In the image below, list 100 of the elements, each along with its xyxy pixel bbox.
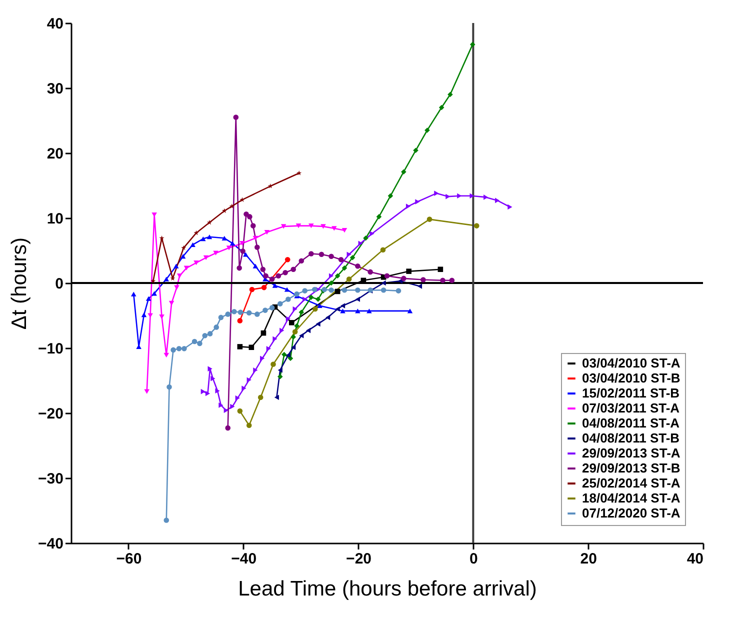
point bbox=[355, 288, 360, 293]
point bbox=[224, 408, 228, 414]
point bbox=[286, 352, 290, 358]
point bbox=[148, 313, 153, 318]
point bbox=[164, 518, 170, 523]
point bbox=[258, 394, 264, 400]
point bbox=[262, 308, 268, 313]
point bbox=[237, 318, 243, 324]
point bbox=[355, 296, 360, 302]
point bbox=[152, 291, 157, 296]
point bbox=[225, 312, 230, 317]
point bbox=[229, 204, 234, 208]
legend-label: 07/12/2020 ST-A bbox=[582, 506, 681, 520]
point bbox=[282, 270, 288, 276]
point bbox=[470, 42, 476, 48]
point bbox=[308, 224, 314, 228]
point bbox=[401, 276, 406, 282]
point bbox=[146, 296, 152, 301]
point bbox=[277, 374, 283, 380]
x-tick-label: −60 bbox=[116, 550, 142, 568]
legend-label: 29/09/2013 ST-A bbox=[582, 446, 681, 460]
point bbox=[233, 114, 239, 120]
point bbox=[213, 250, 218, 256]
point bbox=[274, 394, 279, 400]
point bbox=[396, 288, 402, 294]
point bbox=[261, 284, 267, 290]
point bbox=[252, 264, 258, 268]
point bbox=[381, 280, 386, 286]
legend-label: 03/04/2010 ST-A bbox=[582, 356, 681, 370]
point bbox=[206, 234, 212, 240]
y-tick-label: 40 bbox=[46, 16, 64, 32]
point bbox=[291, 344, 296, 350]
point bbox=[269, 305, 275, 310]
point bbox=[250, 223, 256, 228]
point bbox=[252, 236, 258, 240]
point bbox=[312, 306, 318, 312]
point bbox=[218, 402, 224, 408]
point bbox=[246, 377, 252, 382]
point bbox=[294, 291, 300, 297]
point bbox=[130, 292, 136, 296]
point bbox=[180, 254, 186, 259]
point bbox=[284, 287, 290, 292]
point bbox=[284, 256, 290, 262]
point bbox=[205, 390, 210, 396]
legend-label: 04/08/2011 ST-A bbox=[582, 416, 680, 430]
point bbox=[328, 254, 334, 259]
point bbox=[296, 170, 302, 176]
point bbox=[159, 236, 164, 240]
y-tick-label: 0 bbox=[55, 276, 64, 292]
point bbox=[164, 352, 170, 358]
point bbox=[495, 198, 500, 204]
point bbox=[434, 190, 439, 196]
point bbox=[366, 308, 372, 314]
point bbox=[308, 251, 314, 256]
point bbox=[270, 362, 276, 367]
point bbox=[328, 288, 334, 293]
legend-label: 18/04/2014 ST-A bbox=[582, 490, 681, 506]
point bbox=[401, 169, 406, 174]
y-tick-label: −40 bbox=[38, 536, 64, 552]
point bbox=[225, 425, 230, 431]
point bbox=[272, 283, 278, 288]
point bbox=[426, 216, 432, 222]
point bbox=[312, 286, 318, 292]
legend-label: 15/02/2011 ST-B bbox=[582, 386, 680, 400]
point bbox=[236, 265, 242, 271]
point bbox=[266, 346, 271, 352]
point bbox=[200, 388, 206, 394]
y-tick-label: 30 bbox=[46, 80, 64, 98]
point bbox=[298, 258, 304, 264]
point bbox=[302, 296, 308, 302]
point bbox=[298, 310, 304, 315]
point bbox=[278, 367, 282, 373]
point bbox=[331, 226, 337, 231]
point bbox=[194, 230, 199, 236]
point bbox=[203, 255, 209, 260]
point bbox=[474, 223, 480, 228]
x-tick-label: 40 bbox=[686, 550, 704, 568]
point bbox=[380, 288, 386, 293]
point bbox=[197, 340, 202, 346]
point bbox=[508, 204, 512, 210]
point bbox=[406, 268, 412, 274]
point bbox=[235, 395, 240, 401]
legend-label: 04/08/2011 ST-B bbox=[582, 430, 680, 446]
point bbox=[306, 328, 311, 334]
point bbox=[316, 321, 320, 327]
point bbox=[380, 247, 386, 252]
y-tick-label: 20 bbox=[46, 146, 64, 162]
x-axis-title: Lead Time (hours before arrival) bbox=[238, 578, 537, 600]
point bbox=[173, 264, 179, 268]
point bbox=[164, 276, 170, 282]
point bbox=[438, 104, 444, 110]
point bbox=[263, 273, 268, 278]
point bbox=[176, 346, 182, 352]
point bbox=[358, 240, 363, 246]
point bbox=[254, 312, 260, 317]
point bbox=[272, 336, 278, 342]
point bbox=[384, 273, 390, 278]
point bbox=[141, 312, 147, 318]
point bbox=[355, 308, 360, 314]
point bbox=[355, 263, 360, 269]
